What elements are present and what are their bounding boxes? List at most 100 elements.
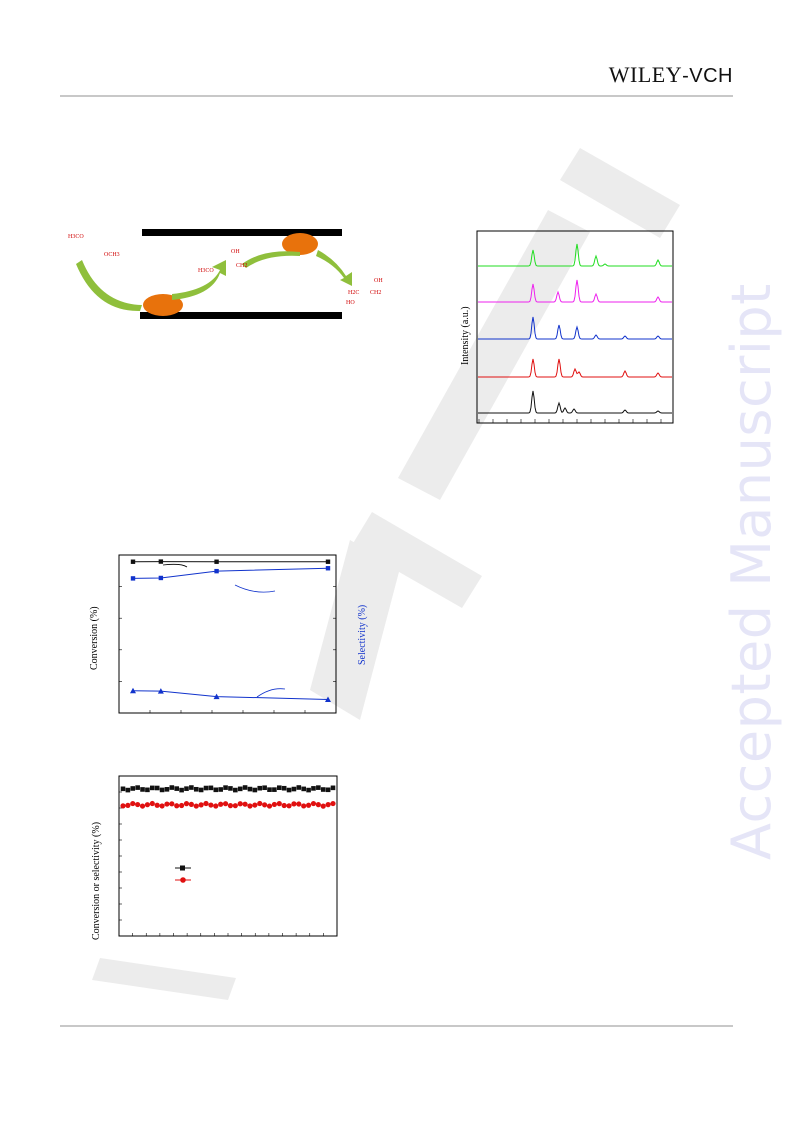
stability-square-marker [325,787,331,793]
triangle-marker [325,696,331,702]
stability-circle-marker [149,800,155,807]
stability-square-marker [233,787,238,793]
catalyst-site-top [282,233,318,255]
arrow-3 [242,251,300,268]
pointer-arrow-selectivity [234,584,276,593]
stability-circle-marker [276,801,282,807]
conversion-ticks [118,554,337,714]
stability-circle-marker [281,802,287,809]
stability-square-marker [237,786,243,792]
stability-circle-marker [301,803,307,809]
stability-square-marker [223,785,228,790]
xrd-pattern-line [478,390,672,414]
stability-circle-marker [139,803,146,809]
stability-circle-marker [291,801,297,807]
stability-square-marker [125,787,131,793]
square-marker [158,559,164,564]
stability-circle-marker [252,802,258,808]
catalyst-top-plate [142,229,342,236]
stability-square-marker [242,785,248,790]
arrow-1 [76,260,142,312]
xrd-pattern-line [478,279,672,303]
stability-square-marker [189,785,194,790]
stability-circle-marker [135,801,141,808]
triangle-marker [157,688,164,694]
stability-circle-marker [237,801,243,807]
stability-circle-marker [330,800,336,807]
stability-circle-marker [188,801,194,807]
intermediate-label-ch2: CH2 [236,263,247,269]
stability-circle-marker [266,803,273,809]
stability-circle-marker [325,802,331,808]
legend-marker-conversion [180,865,185,871]
xrd-pattern-line [478,358,672,378]
stability-circle-marker [296,801,302,807]
stability-square-marker [179,787,184,793]
square-marker [158,575,164,581]
stability-circle-marker [286,803,292,809]
stability-circle-marker [315,802,321,808]
stability-square-marker [193,786,199,792]
product-label-ho: HO [346,300,355,306]
stability-square-marker [330,785,336,791]
stability-ylabel: Conversion or selectivity (%) [91,822,102,940]
selectivity-ylabel: Selectivity (%) [357,605,368,665]
product-label-ch2: CH2 [370,290,381,296]
stability-square-marker [276,785,282,791]
stability-circle-marker [232,803,238,809]
stability-square-marker [272,787,277,792]
xrd-frame [476,230,674,424]
reaction-scheme: H3CO OCH3 OH CH2 H3CO OH H2C CH2 HO [68,229,383,319]
stability-square-marker [316,785,321,790]
xrd-pattern-line [478,243,672,267]
stability-square-marker [140,787,145,792]
stability-square-marker [169,785,175,790]
conversion-frame [118,554,337,714]
reactant-label-h3co: H3CO [68,234,84,240]
xrd-x-ticks [478,419,662,423]
stability-square-marker [296,785,302,790]
xrd-chart: Intensity (a.u.) [460,230,674,424]
stability-circle-marker [159,803,165,809]
stability-square-marker [130,786,136,791]
product-label-oh: OH [374,278,383,284]
stability-circle-marker [218,801,224,807]
square-marker [325,566,331,571]
arrow-4 [316,250,352,286]
stability-square-marker [174,786,180,791]
accepted-manuscript-watermark: Accepted Manuscript [720,283,783,860]
stability-circle-marker [320,803,326,809]
stability-circle-marker [208,802,214,808]
header-rule [60,95,733,97]
stability-square-marker [213,787,219,793]
stability-chart: Conversion or selectivity (%) [91,775,338,940]
stability-circle-marker [125,802,131,808]
stability-square-marker [252,787,258,793]
intermediate-label-h3co: H3CO [198,268,214,274]
stability-square-marker [320,787,326,792]
catalyst-bottom-plate [140,312,342,319]
publisher-logo: WILEY-VCH [608,62,733,87]
stability-circle-marker [222,801,229,807]
stability-circle-marker [174,803,180,809]
stability-circle-marker [183,801,190,807]
stability-circle-marker [179,802,185,809]
legend-marker-selectivity [180,877,186,883]
reactant-label-och3: OCH3 [104,252,120,258]
stability-square-marker [145,787,150,793]
stability-square-marker [150,785,155,791]
stability-frame [118,775,338,937]
footer-rule [60,1025,733,1027]
stability-circle-marker [198,802,204,808]
stability-square-marker [286,787,292,793]
stability-square-marker [311,786,316,791]
stability-circle-marker [130,800,136,807]
stability-square-marker [281,785,287,791]
product-label-h2c: H2C [348,290,359,296]
stability-circle-marker [169,801,175,807]
arrow-2 [172,260,226,300]
stability-circle-marker [144,802,151,808]
stability-circle-marker [247,803,253,809]
xrd-ylabel: Intensity (a.u.) [460,306,471,365]
conversion-series-line [132,567,329,579]
